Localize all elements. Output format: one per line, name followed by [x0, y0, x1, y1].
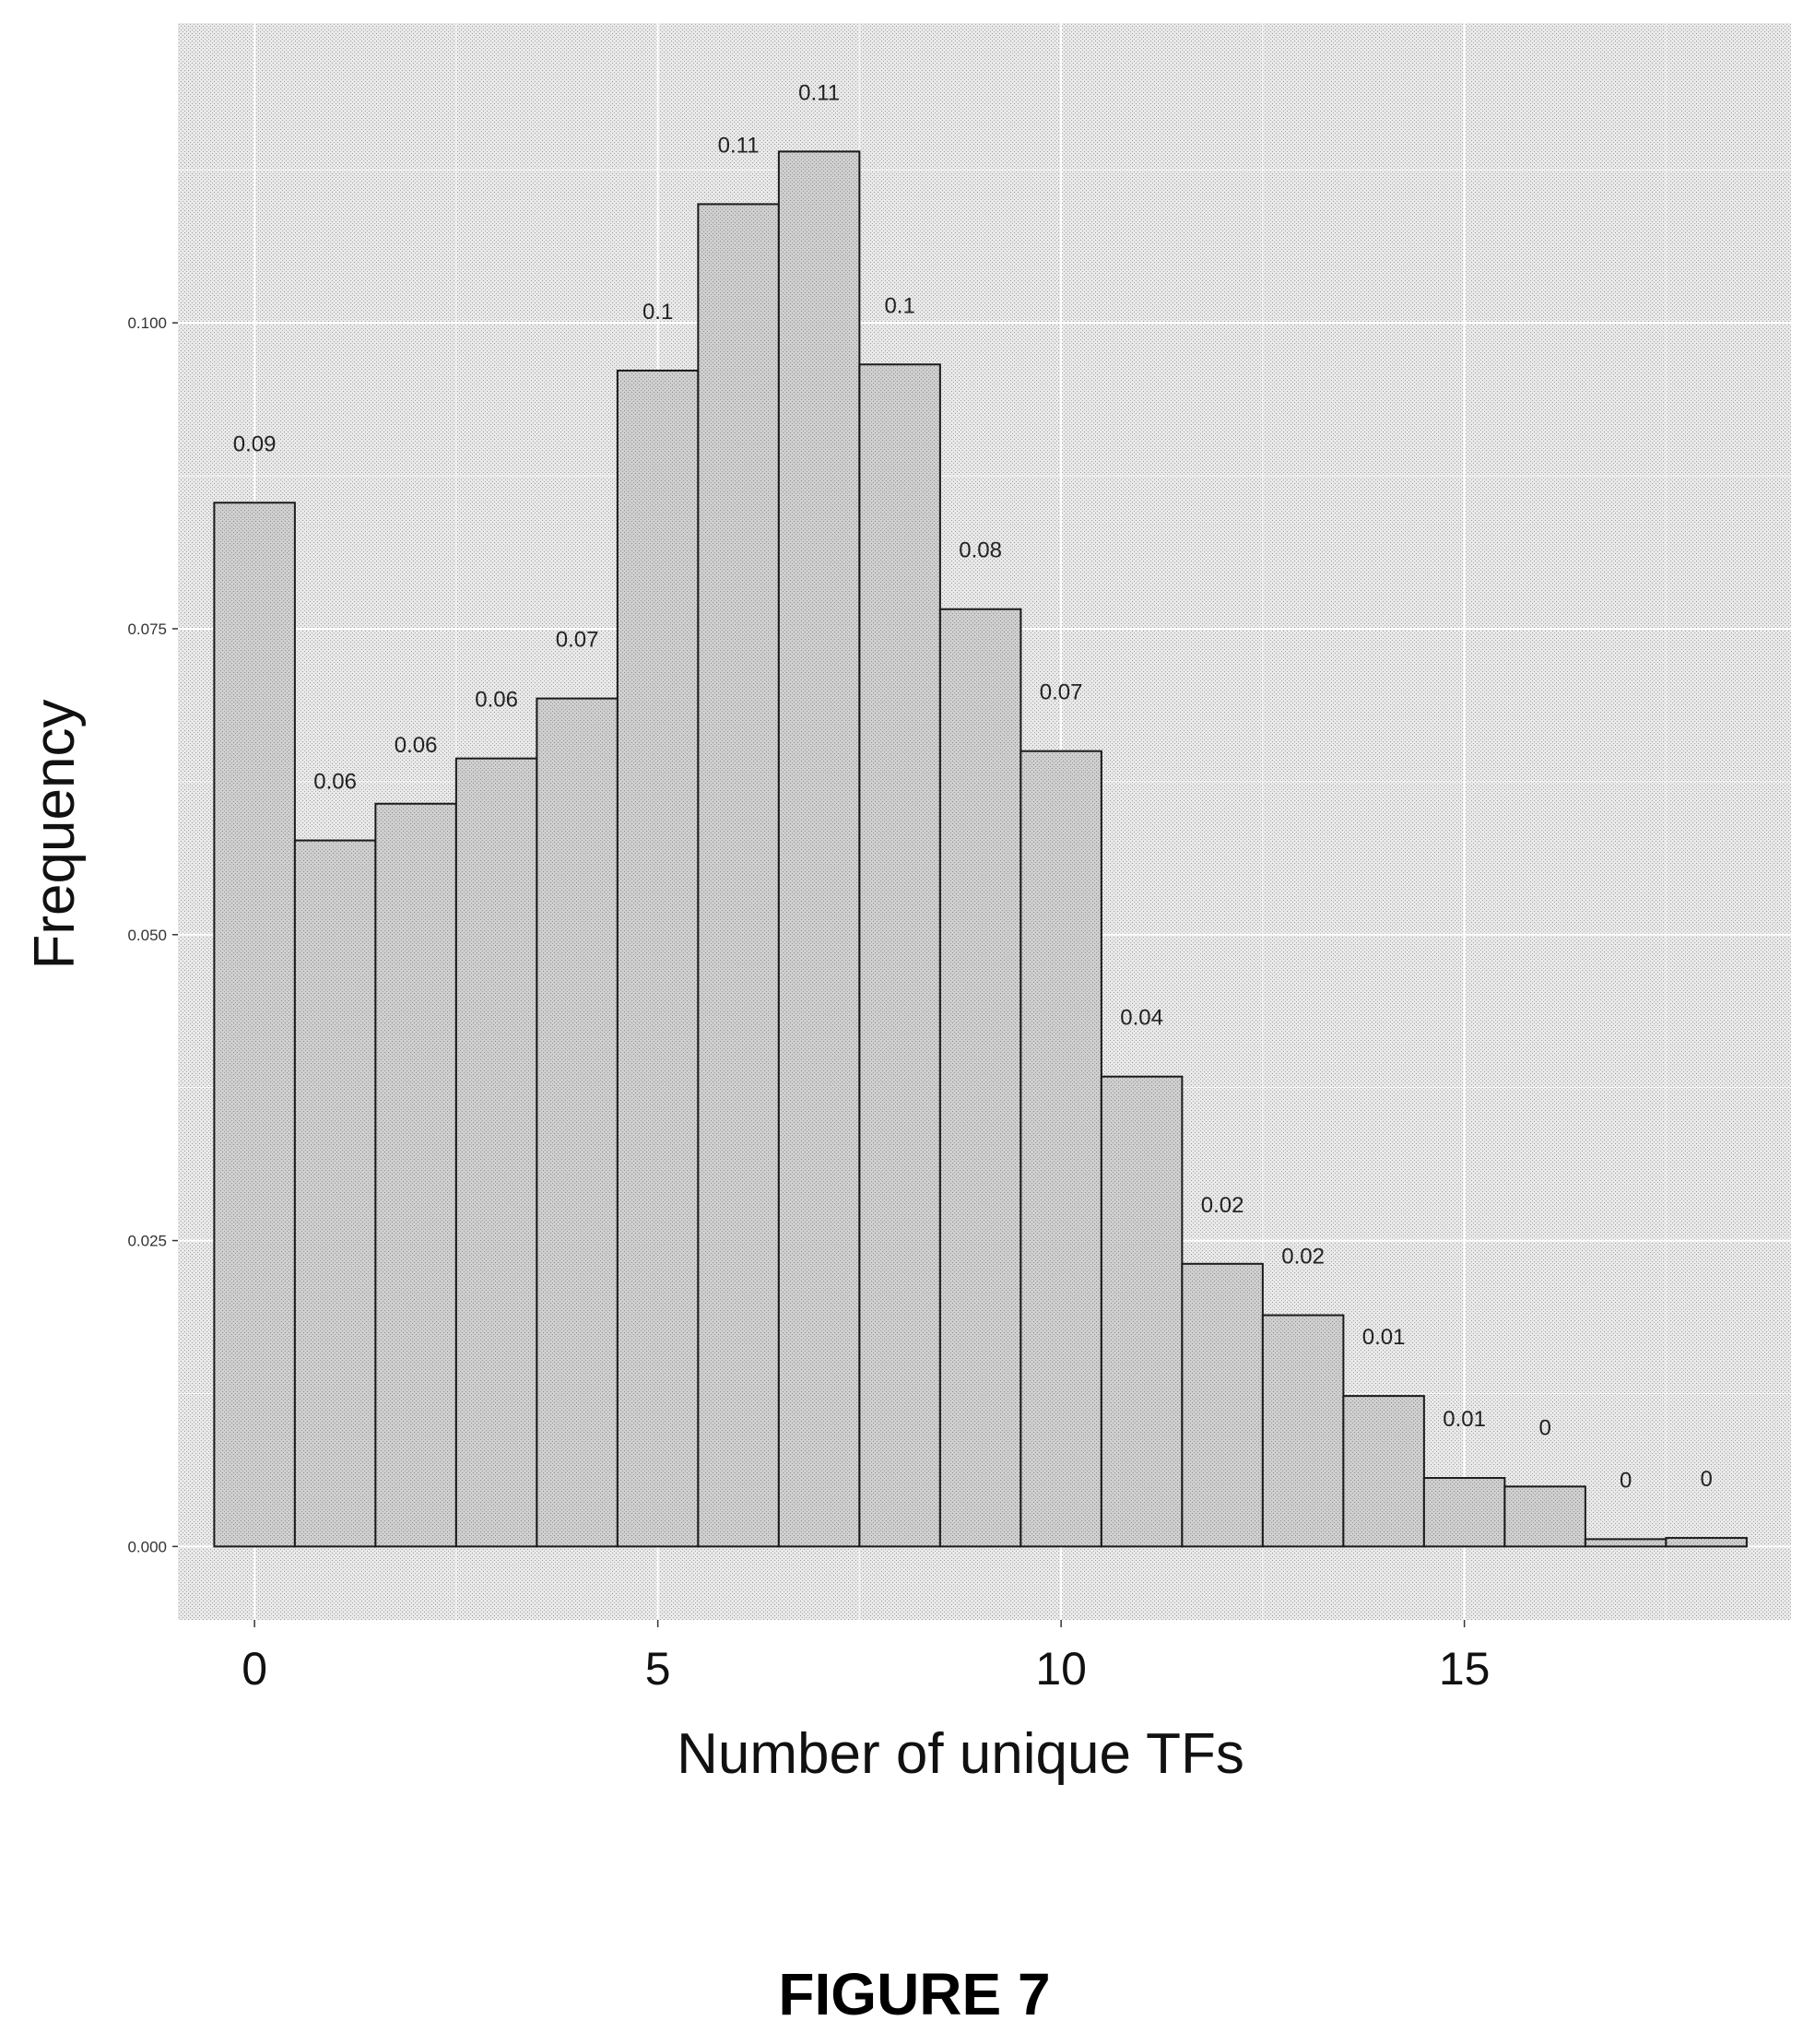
bar-value-label: 0: [1700, 1467, 1712, 1492]
x-tick-label: 5: [645, 1643, 671, 1695]
histogram-bar: [1342, 1395, 1425, 1548]
bar-value-label: 0.06: [475, 688, 518, 713]
histogram-bar: [1100, 1075, 1184, 1548]
histogram-bar: [1181, 1262, 1264, 1548]
bar-value-label: 0.1: [884, 293, 914, 318]
bar-value-label: 0.11: [798, 80, 840, 105]
y-tick-label: 0.000: [127, 1538, 167, 1555]
bar-value-labels: 0.09 0.06 0.06 0.06 0.07 0.1 0.11 0.11 0.1 0.08 0.…: [233, 80, 1713, 1493]
histogram-bar: [374, 802, 457, 1548]
y-tick-label: 0.025: [127, 1233, 167, 1250]
bar-value-label: 0.07: [1040, 680, 1083, 705]
figure-caption: FIGURE 7: [778, 1961, 1050, 2027]
x-tick-label: 0: [242, 1643, 267, 1695]
histogram-bar: [777, 150, 861, 1548]
histogram-bar: [697, 203, 780, 1548]
bar-value-label: 0: [1538, 1415, 1550, 1440]
histogram-bar: [1019, 750, 1102, 1548]
histogram-bar: [616, 369, 700, 1548]
bar-value-label: 0: [1620, 1468, 1632, 1493]
bar-value-label: 0.01: [1443, 1407, 1486, 1432]
y-tick-label: 0.100: [127, 314, 167, 332]
bar-value-label: 0.06: [395, 733, 438, 758]
histogram-bar: [213, 502, 296, 1548]
bar-value-label: 0.04: [1120, 1006, 1163, 1031]
bar-value-label: 0.02: [1201, 1193, 1244, 1218]
bar-value-label: 0.06: [313, 770, 357, 795]
histogram-bar: [1503, 1485, 1586, 1548]
histogram-bar: [536, 697, 619, 1548]
bar-value-label: 0.09: [233, 431, 277, 456]
histogram-bar: [1422, 1477, 1506, 1548]
histogram-bar: [1261, 1314, 1345, 1548]
bar-value-label: 0.11: [718, 133, 760, 158]
y-tick-label: 0.050: [127, 927, 167, 944]
bars: [213, 150, 1748, 1548]
bar-value-label: 0.07: [556, 628, 599, 653]
x-tick-label: 10: [1035, 1643, 1087, 1695]
y-axis-ticks: 0.000 0.025 0.050 0.075 0.100: [127, 314, 178, 1555]
x-axis-title: Number of unique TFs: [677, 1722, 1244, 1786]
x-tick-label: 15: [1439, 1643, 1491, 1695]
y-axis-title: Frequency: [23, 700, 87, 970]
bar-value-label: 0.02: [1281, 1245, 1325, 1270]
histogram-bar: [938, 608, 1022, 1548]
bar-value-label: 0.01: [1362, 1325, 1406, 1350]
bar-value-label: 0.1: [642, 300, 673, 325]
histogram-bar: [1584, 1538, 1668, 1548]
y-tick-label: 0.075: [127, 620, 167, 638]
histogram-bar: [293, 839, 377, 1548]
histogram-bar: [454, 757, 538, 1548]
bar-value-label: 0.08: [959, 538, 1002, 563]
histogram-bar: [858, 363, 941, 1548]
histogram-bar: [1665, 1537, 1748, 1548]
x-axis-ticks: 0 5 10 15: [242, 1620, 1490, 1695]
